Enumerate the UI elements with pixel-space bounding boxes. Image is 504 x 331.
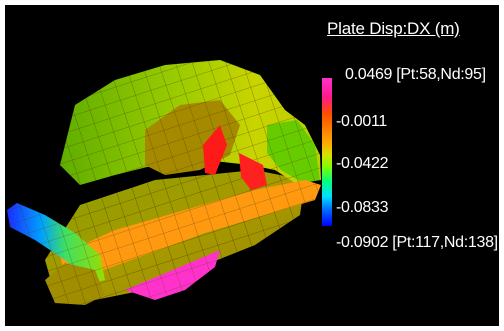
- legend-value-3: -0.0422: [336, 155, 389, 172]
- legend-max-value: 0.0469 [Pt:58,Nd:95]: [345, 66, 486, 83]
- legend-value-4: -0.0833: [336, 199, 389, 216]
- model-viewport[interactable]: Plate Disp:DX (m) 0.0469 [Pt:58,Nd:95] -…: [5, 5, 499, 326]
- legend-min-value: -0.0902 [Pt:117,Nd:138]: [336, 234, 498, 251]
- legend-colorbar: [322, 78, 332, 226]
- legend-value-2: -0.0011: [336, 113, 387, 130]
- plate-mesh-model[interactable]: [5, 5, 499, 326]
- red-region-right: [239, 153, 267, 190]
- legend-title: Plate Disp:DX (m): [327, 19, 460, 38]
- red-region-left: [203, 125, 227, 175]
